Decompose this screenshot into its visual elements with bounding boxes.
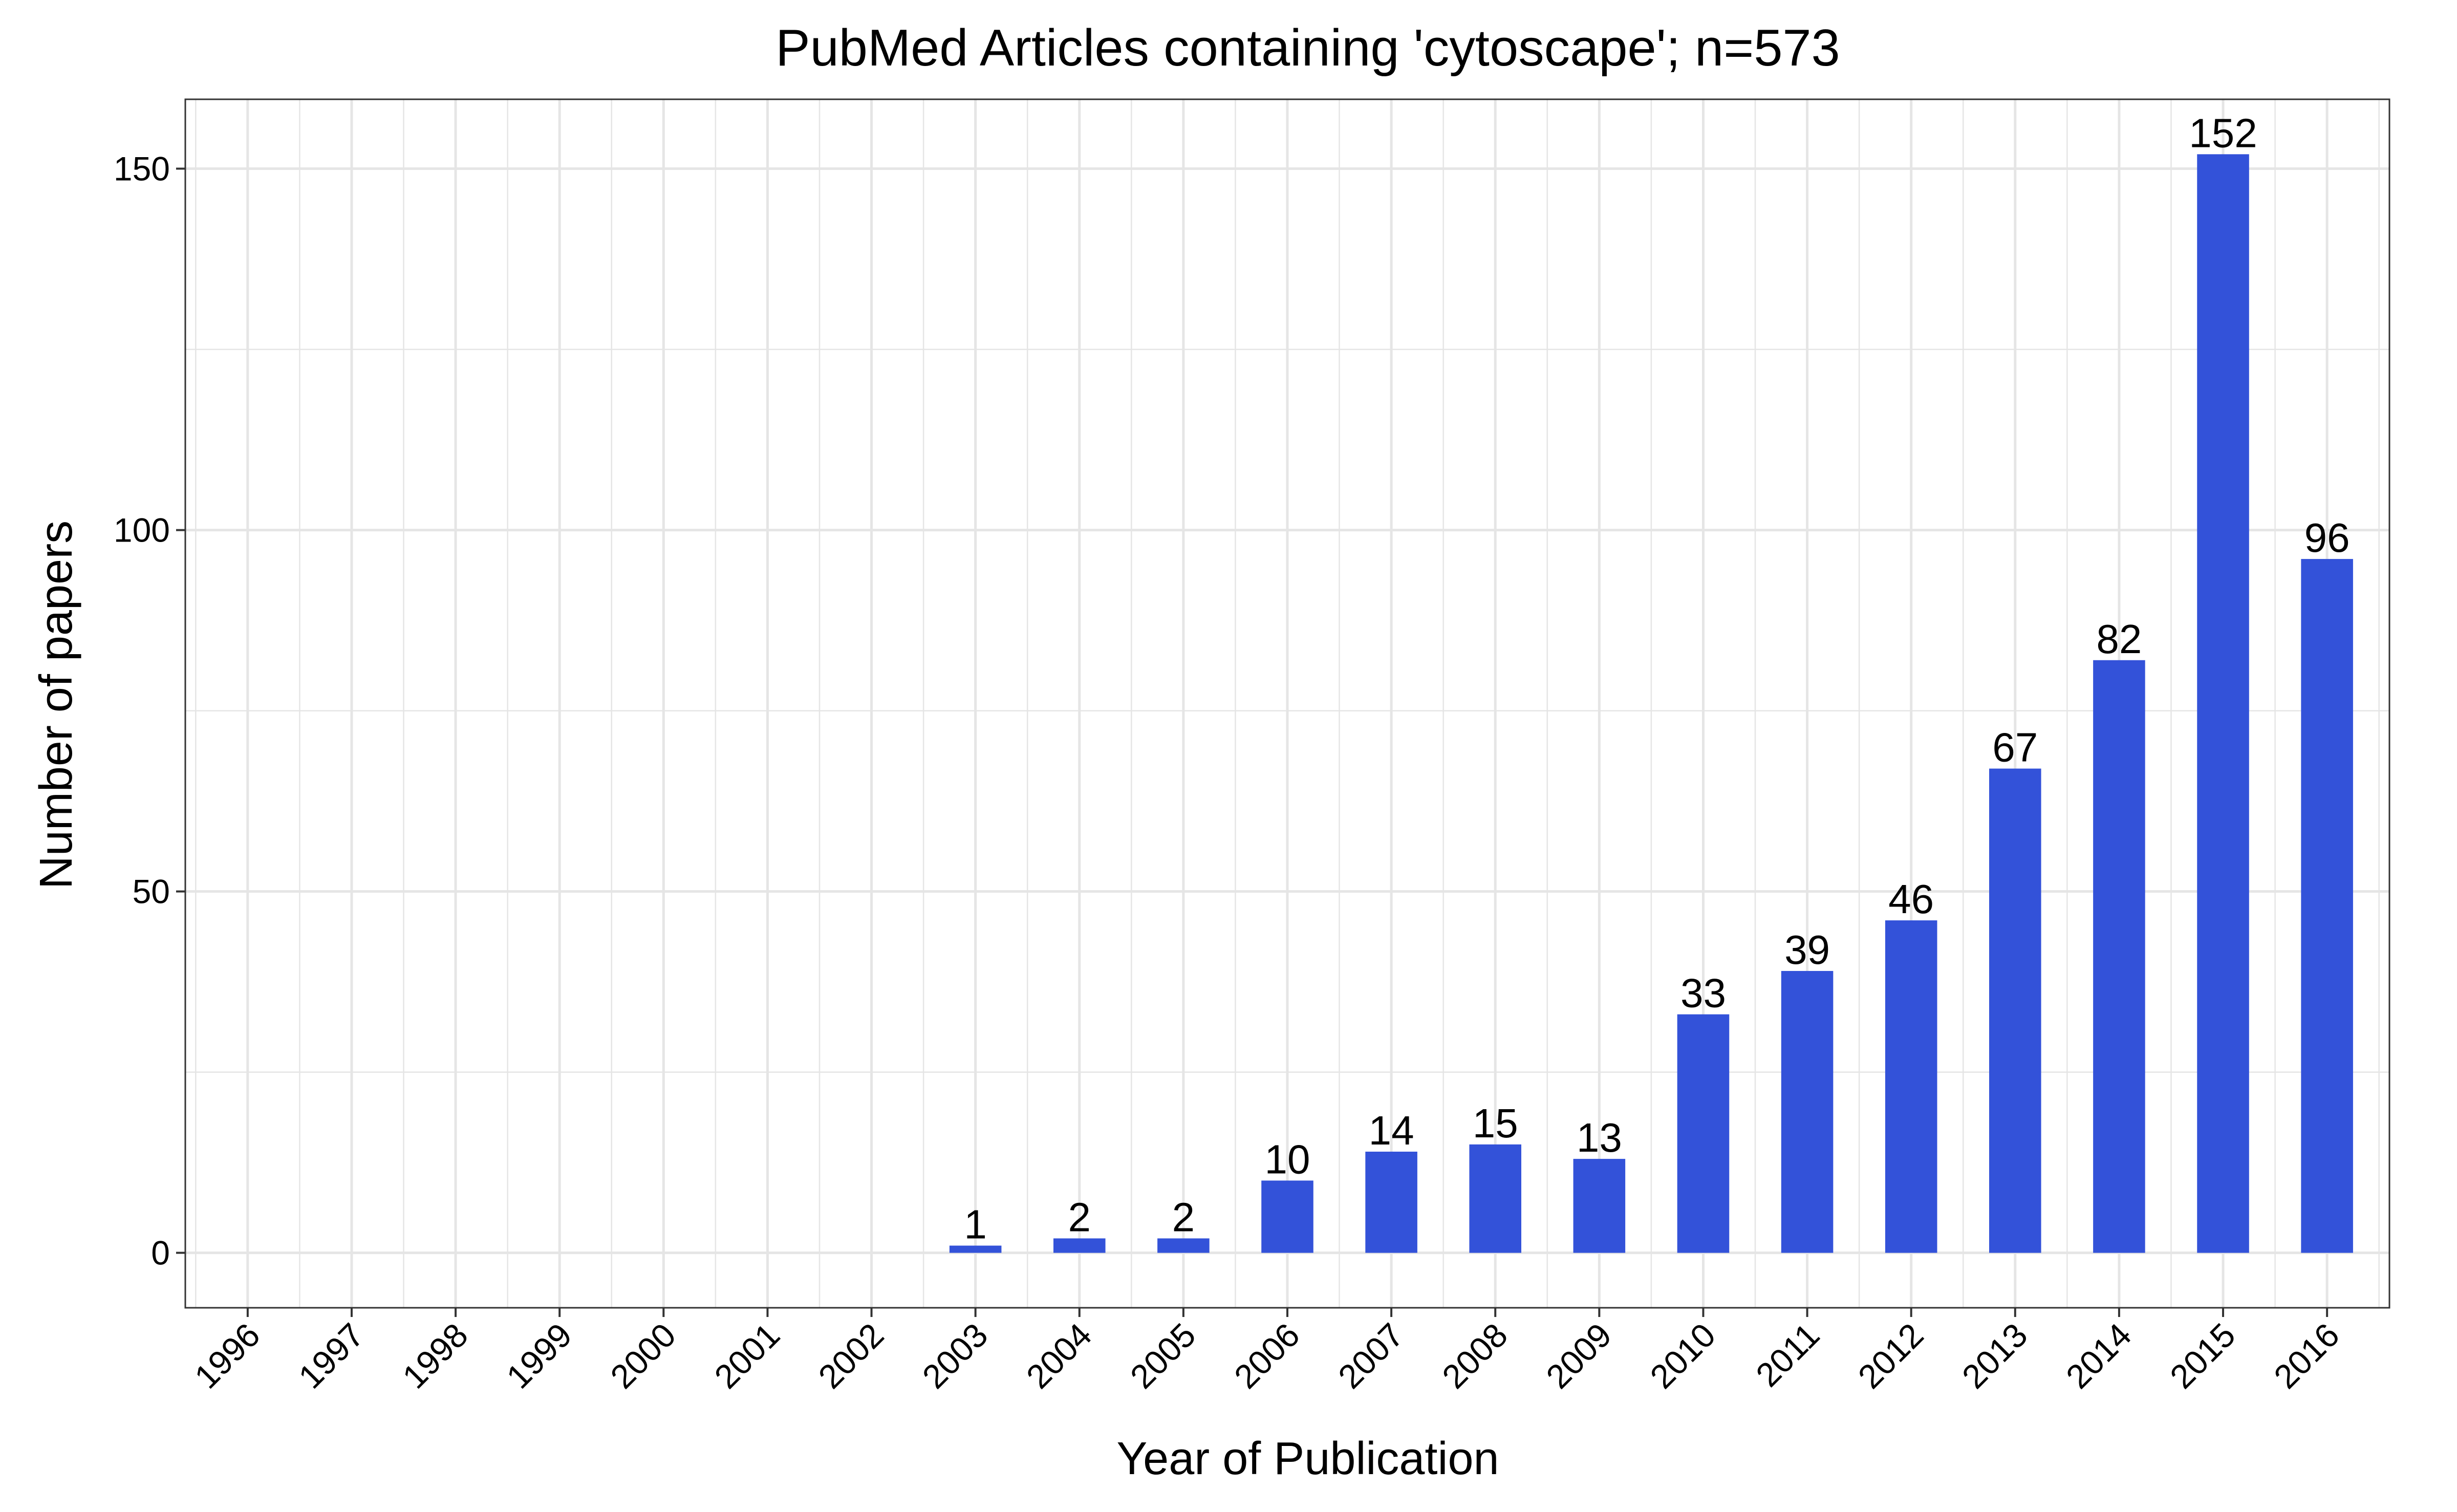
data-label-2003: 1 xyxy=(964,1202,987,1247)
minor-gridlines xyxy=(185,99,2389,1308)
chart-title: PubMed Articles containing 'cytoscape'; … xyxy=(775,19,1840,77)
data-label-2006: 10 xyxy=(1265,1136,1310,1182)
data-label-2010: 33 xyxy=(1680,970,1726,1016)
bar-2008 xyxy=(1469,1144,1522,1253)
bar-2014 xyxy=(2093,660,2145,1253)
bar-2007 xyxy=(1365,1151,1417,1253)
data-label-2013: 67 xyxy=(1992,725,2038,770)
x-axis-title: Year of Publication xyxy=(1116,1433,1499,1484)
y-axis: 0 50 100 150 xyxy=(114,150,185,1272)
y-axis-title: Number of papers xyxy=(31,521,82,889)
bars xyxy=(949,154,2353,1253)
data-label-2015: 152 xyxy=(2189,110,2257,156)
bar-2004 xyxy=(1053,1238,1106,1253)
bar-2011 xyxy=(1781,970,1834,1253)
y-tick-label-100: 100 xyxy=(114,511,170,549)
data-label-2008: 15 xyxy=(1473,1100,1518,1146)
data-labels: 1 2 2 10 14 15 13 33 39 46 67 82 152 96 xyxy=(964,110,2350,1247)
data-label-2005: 2 xyxy=(1172,1194,1195,1240)
data-label-2014: 82 xyxy=(2096,616,2142,662)
data-label-2009: 13 xyxy=(1577,1115,1622,1160)
y-tick-label-150: 150 xyxy=(114,150,170,188)
bar-2012 xyxy=(1885,920,1937,1253)
data-label-2012: 46 xyxy=(1888,876,1934,922)
bar-2009 xyxy=(1573,1159,1626,1253)
bar-2010 xyxy=(1677,1014,1730,1253)
bar-2016 xyxy=(2301,559,2353,1253)
bar-2006 xyxy=(1261,1180,1313,1253)
y-tick-label-0: 0 xyxy=(151,1234,170,1272)
data-label-2016: 96 xyxy=(2304,515,2350,560)
bar-2015 xyxy=(2197,154,2249,1253)
data-label-2007: 14 xyxy=(1369,1108,1414,1153)
bar-2005 xyxy=(1157,1238,1210,1253)
bar-2013 xyxy=(1989,768,2041,1253)
data-label-2011: 39 xyxy=(1784,927,1830,973)
data-label-2004: 2 xyxy=(1068,1194,1091,1240)
y-tick-label-50: 50 xyxy=(133,873,170,911)
bar-2003 xyxy=(949,1245,1002,1253)
